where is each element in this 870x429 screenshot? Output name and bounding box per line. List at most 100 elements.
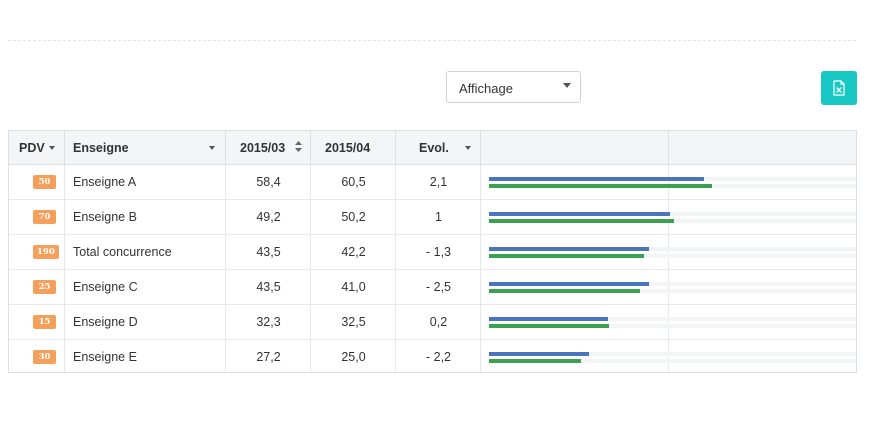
caret-down-icon[interactable] <box>465 146 471 150</box>
caret-down-icon[interactable] <box>209 146 215 150</box>
period-1-cell: 43,5 <box>226 235 311 269</box>
pdv-cell: 190 <box>9 235 65 269</box>
period-1-value: 58,4 <box>256 175 281 189</box>
caret-down-icon[interactable] <box>49 146 55 150</box>
table-row[interactable]: 30 Enseigne E 27,2 25,0 - 2,2 <box>9 340 856 372</box>
period-1-cell: 43,5 <box>226 270 311 304</box>
column-header-label: 2015/04 <box>325 141 371 155</box>
period-1-cell: 49,2 <box>226 200 311 234</box>
enseigne-name: Enseigne B <box>73 210 137 224</box>
pdv-cell: 30 <box>9 340 65 372</box>
column-header-evol[interactable]: Evol. <box>396 131 481 165</box>
bar-chart-cell <box>481 340 856 372</box>
bar-track <box>489 254 856 258</box>
bar-track <box>489 317 856 321</box>
evol-cell: 1 <box>396 200 481 234</box>
column-header-label: 2015/03 <box>240 141 286 155</box>
evol-value: - 2,2 <box>425 350 451 364</box>
bar-track <box>489 282 856 286</box>
period-1-bar <box>489 212 670 216</box>
bar-track <box>489 212 856 216</box>
table-row[interactable]: 50 Enseigne A 58,4 60,5 2,1 <box>9 165 856 200</box>
chart-midline <box>668 305 669 339</box>
pdv-cell: 70 <box>9 200 65 234</box>
period-1-cell: 32,3 <box>226 305 311 339</box>
bar-chart-cell <box>481 235 856 269</box>
evol-value: 1 <box>435 210 442 224</box>
period-2-value: 42,2 <box>341 245 366 259</box>
pdv-cell: 50 <box>9 165 65 199</box>
period-2-cell: 32,5 <box>311 305 396 339</box>
period-2-bar <box>489 219 674 223</box>
column-header-label: Evol. <box>419 141 449 155</box>
chart-midline <box>668 235 669 269</box>
column-header-label: PDV <box>19 141 45 155</box>
period-1-bar <box>489 247 649 251</box>
period-2-value: 50,2 <box>341 210 366 224</box>
period-2-cell: 50,2 <box>311 200 396 234</box>
enseigne-cell: Enseigne E <box>65 340 226 372</box>
table-row[interactable]: 70 Enseigne B 49,2 50,2 1 <box>9 200 856 235</box>
evol-cell: - 1,3 <box>396 235 481 269</box>
bar-chart-cell <box>481 305 856 339</box>
enseigne-name: Enseigne C <box>73 280 138 294</box>
enseigne-cell: Enseigne C <box>65 270 226 304</box>
column-header-period-1[interactable]: 2015/03 <box>226 131 311 165</box>
evol-cell: - 2,2 <box>396 340 481 372</box>
period-2-bar <box>489 184 712 188</box>
period-2-value: 41,0 <box>341 280 366 294</box>
display-select[interactable]: Affichage <box>446 71 581 103</box>
period-2-cell: 41,0 <box>311 270 396 304</box>
period-1-bar <box>489 317 608 321</box>
enseigne-name: Enseigne A <box>73 175 137 189</box>
period-2-bar <box>489 289 640 293</box>
pdv-badge: 25 <box>33 280 56 294</box>
table-row[interactable]: 190 Total concurrence 43,5 42,2 - 1,3 <box>9 235 856 270</box>
sort-icon[interactable] <box>295 141 302 152</box>
enseigne-cell: Enseigne D <box>65 305 226 339</box>
evol-value: - 1,3 <box>425 245 451 259</box>
table-row[interactable]: 25 Enseigne C 43,5 41,0 - 2,5 <box>9 270 856 305</box>
pdv-badge: 190 <box>33 245 59 259</box>
table-row[interactable]: 15 Enseigne D 32,3 32,5 0,2 <box>9 305 856 340</box>
period-1-value: 27,2 <box>256 350 281 364</box>
evol-cell: 2,1 <box>396 165 481 199</box>
bar-track <box>489 247 856 251</box>
period-1-value: 49,2 <box>256 210 281 224</box>
pdv-badge: 15 <box>33 315 56 329</box>
column-header-enseigne[interactable]: Enseigne <box>65 131 226 165</box>
period-2-value: 32,5 <box>341 315 366 329</box>
bar-track <box>489 352 856 356</box>
evol-cell: 0,2 <box>396 305 481 339</box>
period-2-cell: 60,5 <box>311 165 396 199</box>
period-1-value: 43,5 <box>256 245 281 259</box>
grid-header: PDV Enseigne 2015/03 2015/04 Evol. <box>9 131 856 165</box>
section-divider <box>8 40 856 41</box>
period-1-bar <box>489 177 704 181</box>
enseigne-cell: Enseigne B <box>65 200 226 234</box>
excel-export-button[interactable] <box>821 71 857 105</box>
column-header-period-2[interactable]: 2015/04 <box>311 131 396 165</box>
enseigne-cell: Total concurrence <box>65 235 226 269</box>
period-1-value: 43,5 <box>256 280 281 294</box>
chart-midline <box>668 165 669 199</box>
pdv-badge: 30 <box>33 350 56 364</box>
period-2-cell: 42,2 <box>311 235 396 269</box>
data-grid: PDV Enseigne 2015/03 2015/04 Evol. 50 Ens… <box>8 130 857 373</box>
period-2-cell: 25,0 <box>311 340 396 372</box>
period-2-value: 60,5 <box>341 175 366 189</box>
bar-chart-cell <box>481 200 856 234</box>
column-header-pdv[interactable]: PDV <box>9 131 65 165</box>
period-2-bar <box>489 254 644 258</box>
period-2-bar <box>489 359 581 363</box>
enseigne-name: Enseigne E <box>73 350 137 364</box>
column-header-label: Enseigne <box>73 141 129 155</box>
chart-midline <box>668 270 669 304</box>
period-1-bar <box>489 352 589 356</box>
pdv-cell: 25 <box>9 270 65 304</box>
period-1-bar <box>489 282 649 286</box>
bar-track <box>489 289 856 293</box>
bar-track <box>489 359 856 363</box>
enseigne-name: Enseigne D <box>73 315 138 329</box>
evol-cell: - 2,5 <box>396 270 481 304</box>
